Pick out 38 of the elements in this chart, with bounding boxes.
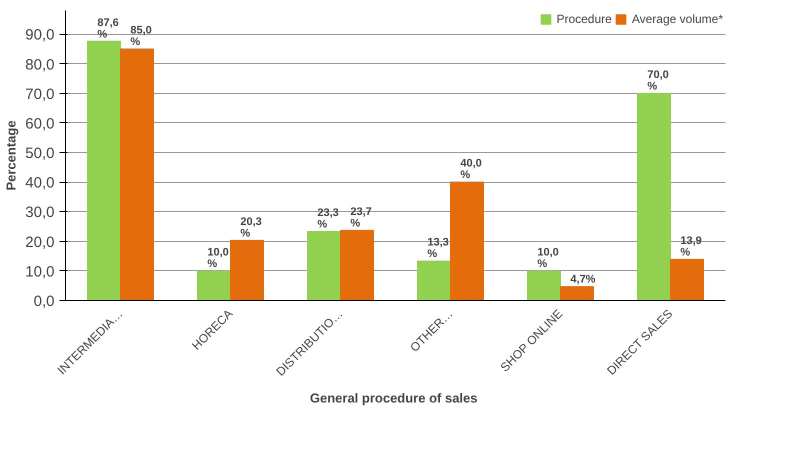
legend-label: Average volume* bbox=[632, 12, 723, 26]
data-label: 85,0 % bbox=[130, 24, 152, 48]
data-label: 13,3 % bbox=[427, 236, 449, 260]
data-label: 10,0 % bbox=[207, 246, 229, 270]
data-label: 40,0 % bbox=[460, 158, 482, 182]
data-label: 10,0 % bbox=[537, 246, 559, 270]
bar bbox=[197, 270, 231, 300]
bar bbox=[527, 270, 561, 300]
y-tick-label: 60,0 bbox=[25, 115, 55, 132]
bar bbox=[450, 182, 484, 300]
data-label: 20,3 % bbox=[240, 216, 262, 240]
bar bbox=[120, 48, 154, 300]
data-label: 4,7% bbox=[570, 274, 596, 286]
data-label: 87,6 % bbox=[97, 16, 119, 40]
y-axis-title: Percentage bbox=[3, 120, 18, 191]
bar bbox=[87, 40, 121, 300]
bar bbox=[670, 258, 704, 300]
legend-label: Procedure bbox=[556, 12, 612, 26]
y-tick-label: 70,0 bbox=[25, 86, 55, 103]
bar bbox=[417, 260, 451, 300]
bar bbox=[340, 230, 374, 300]
bar bbox=[307, 231, 341, 300]
y-tick-label: 40,0 bbox=[25, 174, 55, 192]
y-tick-label: 50,0 bbox=[25, 145, 55, 162]
data-label: 13,9 % bbox=[680, 234, 702, 258]
x-axis-title: General procedure of sales bbox=[310, 390, 478, 406]
y-tick-label: 20,0 bbox=[25, 234, 55, 251]
data-label: 23,3 % bbox=[317, 207, 339, 231]
data-label: 23,7 % bbox=[350, 206, 372, 230]
y-tick-label: 80,0 bbox=[25, 56, 55, 74]
y-tick-label: 0,0 bbox=[34, 293, 55, 310]
y-tick-label: 10,0 bbox=[25, 263, 55, 280]
bar bbox=[230, 240, 264, 300]
y-tick-label: 90,0 bbox=[25, 26, 55, 44]
bar bbox=[560, 286, 594, 300]
data-label: 70,0 % bbox=[647, 68, 669, 92]
y-tick-label: 30,0 bbox=[25, 204, 55, 222]
bar bbox=[637, 92, 671, 300]
